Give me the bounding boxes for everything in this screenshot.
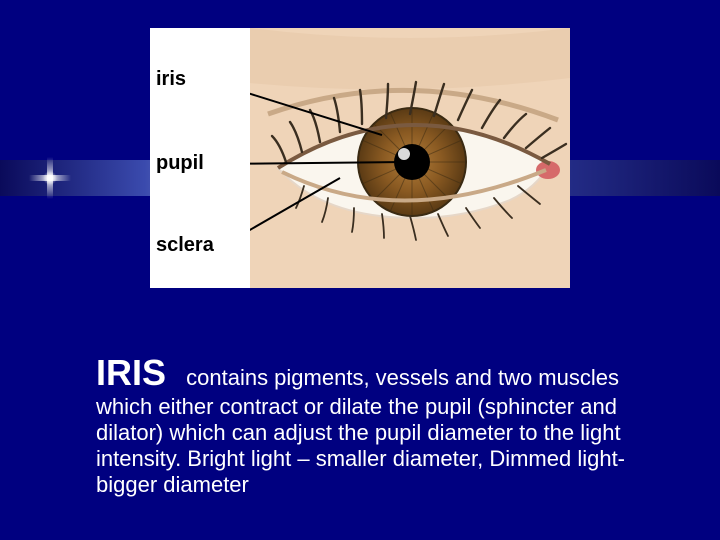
- eye-illustration: [250, 28, 570, 288]
- label-pupil: pupil: [156, 152, 204, 175]
- label-iris: iris: [156, 68, 186, 91]
- body-text: IRIS contains pigments, vessels and two …: [96, 352, 630, 498]
- eye-diagram: iris pupil sclera: [150, 28, 570, 288]
- body-paragraph: contains pigments, vessels and two muscl…: [96, 365, 625, 497]
- label-sclera: sclera: [156, 234, 214, 257]
- eye-svg: [250, 28, 570, 288]
- title-iris: IRIS: [96, 352, 166, 393]
- lens-flare: [30, 158, 70, 198]
- diagram-label-column: iris pupil sclera: [150, 28, 250, 288]
